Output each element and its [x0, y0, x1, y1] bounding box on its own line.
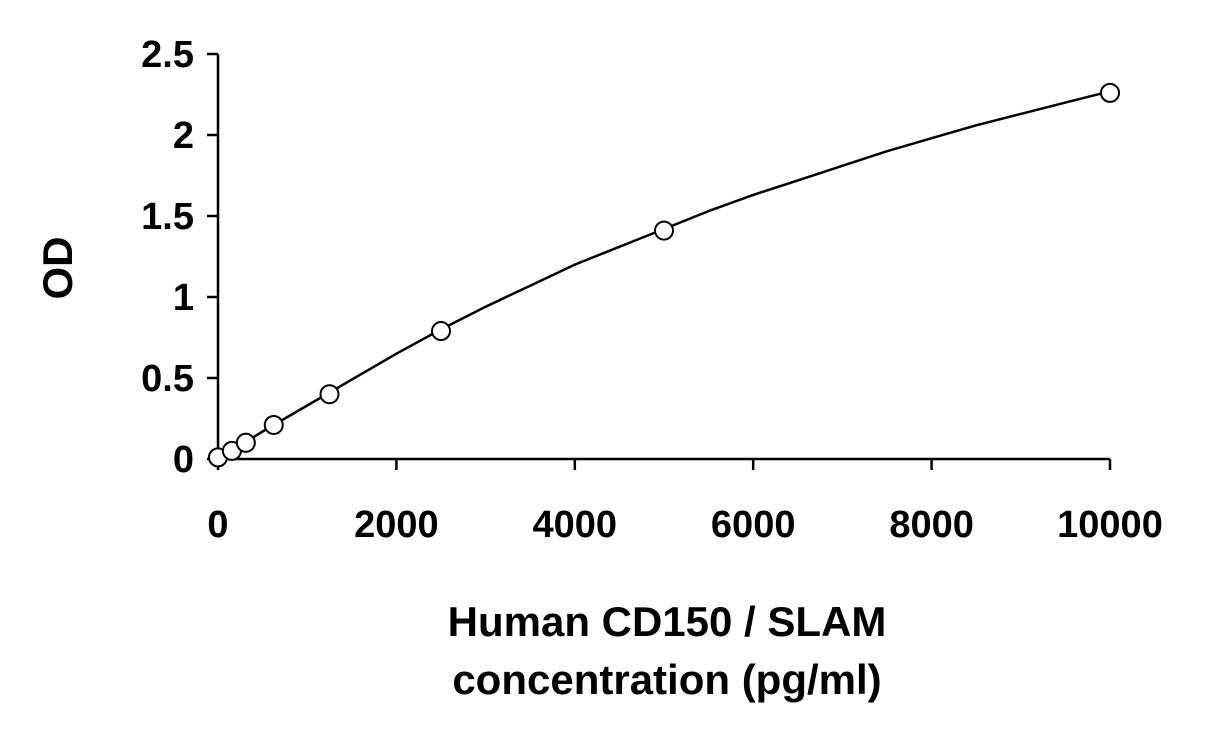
x-tick-label: 6000	[711, 504, 796, 546]
data-point	[1100, 82, 1120, 103]
data-point	[319, 384, 340, 405]
data-point	[654, 220, 674, 241]
data-point	[235, 432, 256, 453]
x-axis-title-line-2: concentration (pg/ml)	[452, 656, 881, 703]
data-points-layer	[208, 82, 1120, 468]
y-tick-label: 2.5	[141, 34, 194, 76]
y-axis-title: OD	[34, 237, 81, 300]
data-point	[263, 414, 284, 435]
fit-curve-layer	[217, 90, 1111, 461]
x-tick-label: 4000	[533, 504, 618, 546]
fit-curve	[217, 90, 1111, 461]
x-tick-label: 0	[207, 504, 228, 546]
y-tick-label: 0	[173, 439, 194, 481]
x-tick-label: 2000	[354, 504, 439, 546]
y-tick-label: 1.5	[141, 196, 194, 238]
x-tick-label: 8000	[889, 504, 974, 546]
x-tick-label: 10000	[1057, 504, 1163, 546]
y-tick-label: 0.5	[141, 358, 194, 400]
tick-labels-layer: 0 0.5 1 1.5 2 2.5 0 2000 4000 6000 8000 10000	[141, 34, 1163, 546]
data-point	[431, 321, 451, 342]
x-axis-title-line-1: Human CD150 / SLAM	[448, 598, 887, 645]
y-tick-label: 2	[173, 115, 194, 157]
y-tick-label: 1	[173, 277, 194, 319]
axes	[207, 52, 1112, 470]
